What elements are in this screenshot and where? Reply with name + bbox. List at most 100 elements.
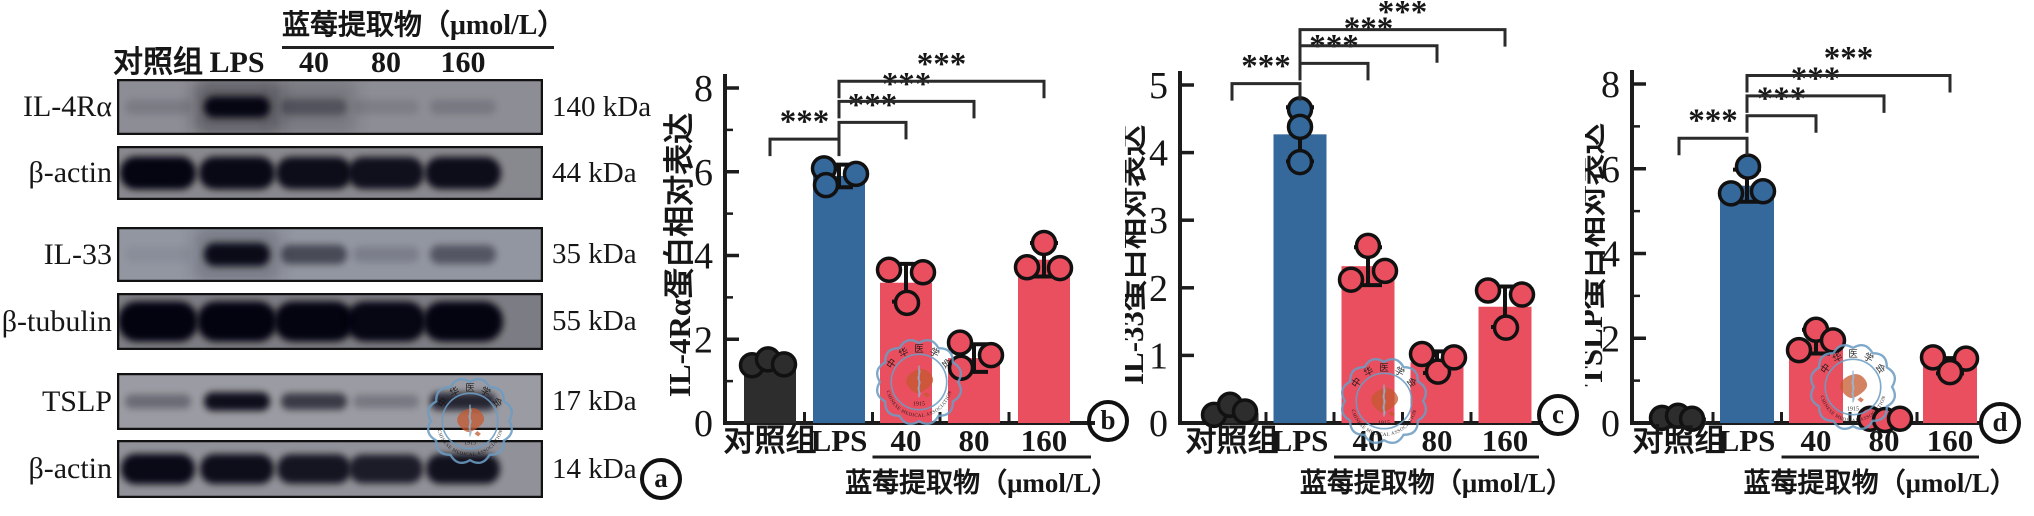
x-category-label-40: 40 — [1801, 423, 1832, 458]
blot-image — [117, 146, 543, 200]
blot-row-btubulin: β-tubulin 55 kDa — [0, 293, 660, 350]
significance-stars: *** — [780, 104, 830, 140]
protein-label-il4ra: IL-4Rα — [22, 90, 112, 123]
y-tick-label: 2 — [1601, 318, 1620, 360]
data-point-control — [1231, 398, 1259, 425]
x-category-label-160: 160 — [1021, 423, 1068, 458]
bar-group-80 — [946, 329, 1005, 423]
x-category-label-40: 40 — [1353, 423, 1384, 458]
lane-label-40: 40 — [299, 46, 329, 79]
significance-stars: *** — [1378, 0, 1428, 31]
data-point-lps — [1286, 148, 1314, 176]
significance-stars: *** — [917, 46, 967, 82]
bar-control — [1205, 412, 1259, 423]
x-category-label-40: 40 — [891, 423, 922, 458]
y-tick-label: 8 — [1601, 64, 1620, 106]
protein-band — [274, 301, 354, 342]
y-tick-label: 2 — [694, 319, 713, 361]
y-tick-label: 0 — [1149, 403, 1168, 445]
protein-label-bactin-2: β-actin — [28, 452, 112, 485]
data-point-160 — [1046, 254, 1074, 282]
blot-strip-il4ra — [117, 79, 543, 135]
bar-group-40 — [1337, 232, 1399, 423]
significance-stars: *** — [882, 66, 932, 102]
data-point-lps — [1286, 113, 1314, 141]
significance-stars: *** — [1791, 61, 1841, 97]
lane-label-control: 对照组 — [113, 46, 203, 79]
y-tick-label: 4 — [1601, 234, 1620, 276]
y-tick-label: 4 — [694, 236, 713, 278]
y-tick-label: 6 — [1601, 149, 1620, 191]
blot-strip-btubulin — [117, 293, 543, 350]
y-tick-label: 2 — [1149, 268, 1168, 310]
protein-band — [125, 394, 191, 409]
x-category-label-160: 160 — [1482, 423, 1529, 458]
protein-band — [120, 156, 196, 190]
data-point-40 — [893, 289, 921, 317]
protein-band — [204, 392, 270, 411]
y-axis-title: IL-33蛋白相对表达 — [1125, 125, 1150, 385]
data-point-40 — [1819, 327, 1847, 354]
significance-stars: *** — [1757, 81, 1807, 117]
lane-label-lps: LPS — [209, 46, 265, 79]
data-point-80 — [947, 354, 975, 381]
blot-row-il4ra: IL-4Rα 140 kDa — [0, 79, 660, 135]
protein-band — [204, 96, 270, 118]
protein-band — [430, 99, 496, 115]
data-point-lps — [1749, 177, 1777, 205]
blot-strip-tslp — [117, 373, 543, 430]
protein-label-tslp: TSLP — [41, 384, 112, 418]
kda-label-il4ra: 140 kDa — [552, 90, 652, 123]
chart-panel-il4ra: IL-4Rα蛋白相对表达 0 2 4 6 8 对照组 LPS 40 80 160 *** *** *** *… — [655, 0, 1130, 516]
lane-label-80: 80 — [371, 46, 401, 79]
data-point-lps — [1734, 153, 1762, 180]
panel-letter-b: b — [1087, 400, 1129, 442]
kda-label-btubulin: 55 kDa — [552, 305, 637, 337]
protein-label-il33: IL-33 — [43, 237, 112, 271]
protein-band — [125, 246, 191, 263]
bar-group-160 — [1474, 277, 1536, 423]
x-category-label-control: 对照组 — [1186, 423, 1279, 458]
data-point-160 — [1936, 358, 1964, 386]
data-point-40 — [1785, 336, 1813, 364]
treatment-header-label: 蓝莓提取物（μmol/L） — [282, 8, 565, 49]
significance-bracket: *** — [1745, 81, 1818, 133]
blot-strip-il33 — [117, 227, 543, 282]
protein-band — [281, 244, 347, 265]
significance-bracket: *** — [1745, 41, 1952, 93]
bar-160 — [1018, 259, 1070, 423]
protein-band — [348, 156, 424, 190]
bar-group-160 — [1013, 229, 1074, 423]
protein-band — [430, 392, 496, 411]
bar-group-40 — [1785, 316, 1847, 423]
x-category-label-control: 对照组 — [1633, 423, 1726, 458]
protein-band — [276, 156, 352, 190]
data-point-lps — [842, 160, 870, 188]
data-point-40 — [1371, 257, 1399, 285]
chart-panel-il33: IL-33蛋白相对表达 0 1 2 3 4 5 对照组 LPS 40 80 160 *** *** *** *… — [1125, 0, 1585, 516]
x-category-label-80: 80 — [959, 423, 990, 458]
y-axis-title: TSLP蛋白相对表达 — [1585, 123, 1609, 387]
protein-band — [200, 453, 274, 485]
significance-stars: *** — [1824, 41, 1874, 77]
x-category-label-lps: LPS — [1719, 423, 1776, 458]
y-tick-label: 0 — [694, 403, 713, 445]
axes: 0 1 2 3 4 5 — [1149, 65, 1543, 445]
data-point-160 — [1492, 314, 1520, 341]
kda-label-bactin-1: 44 kDa — [552, 156, 637, 189]
data-point-lps — [1717, 180, 1745, 207]
protein-label-btubulin: β-tubulin — [1, 304, 112, 338]
bar-group-control — [738, 346, 798, 423]
blot-image — [117, 440, 543, 498]
data-point-160 — [1474, 277, 1502, 304]
protein-band — [425, 156, 501, 190]
protein-band — [353, 99, 419, 115]
data-point-40 — [1337, 266, 1365, 293]
protein-label-bactin-1: β-actin — [28, 156, 112, 189]
protein-band — [353, 394, 419, 409]
data-point-40 — [875, 256, 903, 283]
kda-label-tslp: 17 kDa — [552, 385, 637, 417]
protein-band — [281, 99, 347, 115]
significance-bracket: *** — [1677, 103, 1749, 156]
